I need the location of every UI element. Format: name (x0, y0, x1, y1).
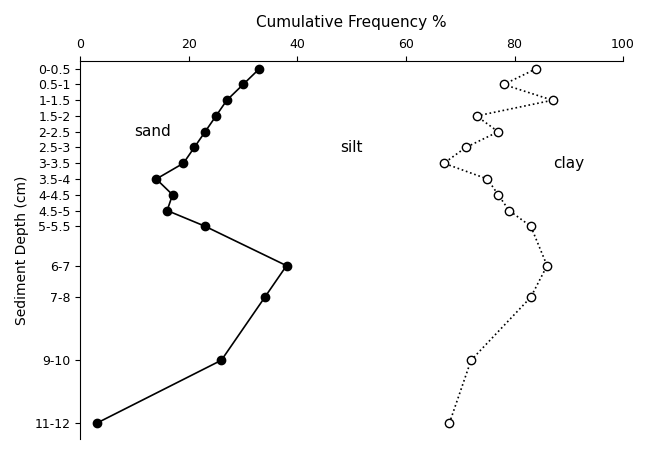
Text: silt: silt (341, 140, 363, 155)
Text: clay: clay (553, 156, 584, 171)
Title: Cumulative Frequency %: Cumulative Frequency % (256, 15, 447, 30)
Text: sand: sand (135, 124, 172, 139)
Y-axis label: Sediment Depth (cm): Sediment Depth (cm) (15, 175, 29, 325)
